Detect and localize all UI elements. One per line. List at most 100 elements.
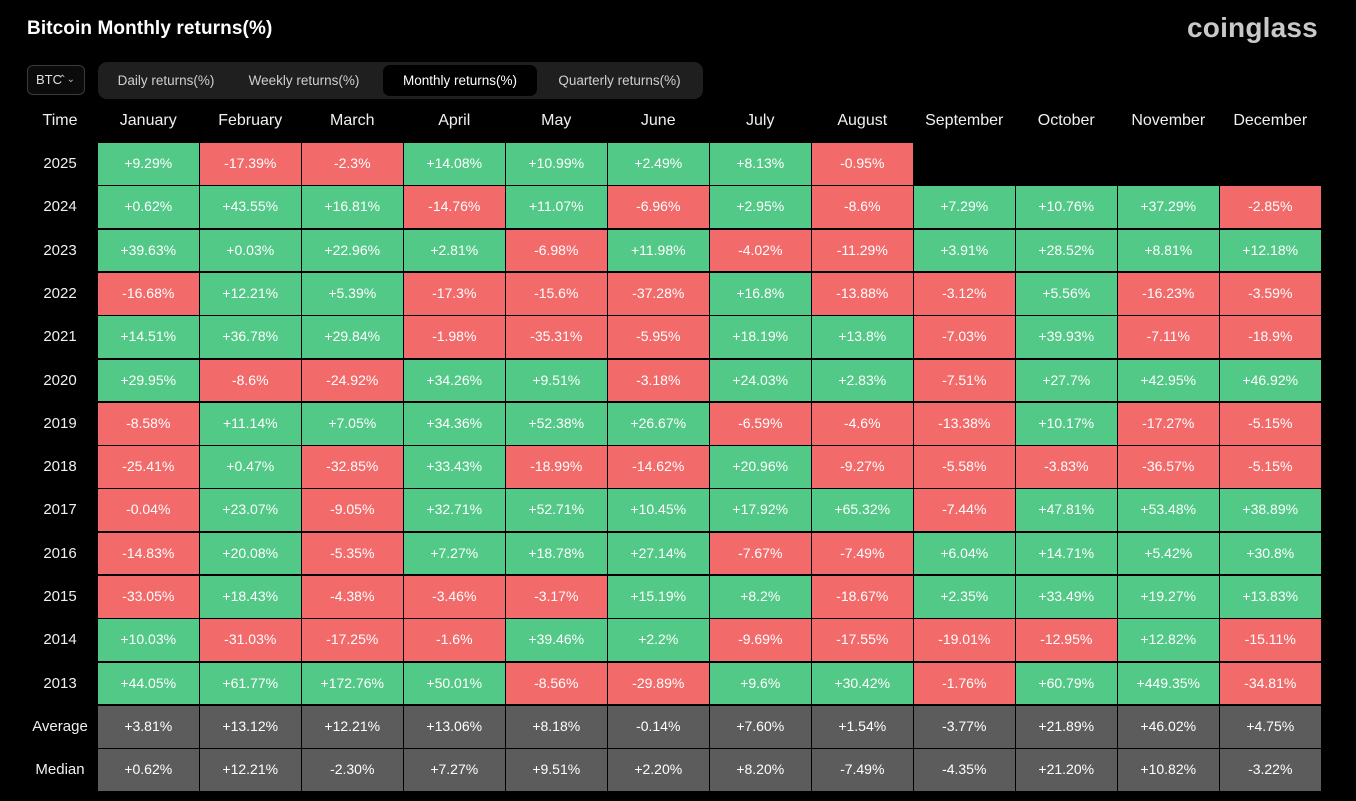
return-cell: -5.35% [302, 532, 403, 575]
return-cell: -4.6% [812, 402, 913, 445]
return-cell: +0.62% [98, 186, 199, 229]
summary-cell: +7.60% [710, 705, 811, 748]
year-label-2016: 2016 [43, 544, 77, 562]
return-cell: +18.43% [200, 576, 301, 618]
return-cell: -14.62% [608, 446, 709, 488]
return-cell: -0.04% [98, 489, 199, 532]
month-header-march: March [330, 112, 375, 129]
return-cell: +12.18% [1220, 229, 1321, 272]
return-cell: -9.69% [710, 619, 811, 662]
return-cell: +5.56% [1016, 272, 1117, 315]
return-cell: +10.99% [506, 143, 607, 185]
time-column-header: Time [42, 112, 78, 129]
return-cell: +34.26% [404, 359, 505, 402]
return-cell: +5.42% [1118, 532, 1219, 575]
summary-cell: -7.49% [812, 749, 913, 791]
summary-cell: +12.21% [302, 705, 403, 748]
return-cell: +50.01% [404, 662, 505, 705]
return-cell: -5.15% [1220, 402, 1321, 445]
month-header-november: November [1131, 112, 1206, 129]
return-cell: -4.38% [302, 576, 403, 618]
summary-cell: +2.20% [608, 749, 709, 791]
year-label-2021: 2021 [43, 328, 77, 346]
return-cell: -35.31% [506, 316, 607, 358]
tab-weekly-returns[interactable]: Weekly returns(%) [248, 73, 360, 88]
return-cell: +2.2% [608, 619, 709, 662]
summary-cell: +7.27% [404, 749, 505, 791]
summary-label-median: Median [35, 761, 85, 779]
return-cell: +39.63% [98, 229, 199, 272]
return-cell: -24.92% [302, 359, 403, 402]
return-cell: +29.95% [98, 359, 199, 402]
return-cell: +42.95% [1118, 359, 1219, 402]
return-cell: -33.05% [98, 576, 199, 618]
coin-select[interactable]: BTC ⌃⌄ [27, 65, 85, 95]
return-cell: +5.39% [302, 272, 403, 315]
summary-cell: +12.21% [200, 749, 301, 791]
year-label-2018: 2018 [43, 458, 77, 476]
summary-cell: -4.35% [914, 749, 1015, 791]
return-cell: -15.6% [506, 272, 607, 315]
month-header-july: July [746, 112, 775, 129]
return-cell: -18.9% [1220, 316, 1321, 358]
return-cell: -3.83% [1016, 446, 1117, 488]
tab-daily-returns[interactable]: Daily returns(%) [117, 73, 215, 88]
return-cell: -7.49% [812, 532, 913, 575]
year-label-2015: 2015 [43, 588, 77, 605]
return-cell: -7.44% [914, 489, 1015, 532]
summary-cell: +46.02% [1118, 705, 1219, 748]
return-cell: -2.85% [1220, 186, 1321, 229]
return-cell: +8.81% [1118, 229, 1219, 272]
return-cell: +28.52% [1016, 229, 1117, 272]
return-cell: +20.08% [200, 532, 301, 575]
return-cell: +30.8% [1220, 532, 1321, 575]
tab-monthly-returns[interactable]: Monthly returns(%) [383, 65, 537, 96]
return-cell: +7.05% [302, 402, 403, 445]
return-cell: +7.27% [404, 532, 505, 575]
return-cell: +8.13% [710, 143, 811, 185]
summary-cell: +21.20% [1016, 749, 1117, 791]
return-cell: -17.55% [812, 619, 913, 662]
summary-cell: -2.30% [302, 749, 403, 791]
return-cell: -6.96% [608, 186, 709, 229]
return-cell: -3.18% [608, 359, 709, 402]
return-cell: -1.76% [914, 662, 1015, 705]
return-cell: +43.55% [200, 186, 301, 229]
year-label-2017: 2017 [43, 501, 77, 519]
return-cell: -9.05% [302, 489, 403, 532]
return-cell: +52.71% [506, 489, 607, 532]
summary-cell: +13.06% [404, 705, 505, 748]
return-cell: -34.81% [1220, 662, 1321, 705]
page-title: Bitcoin Monthly returns(%) [27, 18, 273, 39]
return-cell: +14.08% [404, 143, 505, 185]
month-header-february: February [218, 112, 283, 129]
return-cell: -4.02% [710, 229, 811, 272]
year-label-2020: 2020 [43, 371, 77, 389]
return-cell: +53.48% [1118, 489, 1219, 532]
return-cell: -32.85% [302, 446, 403, 488]
tab-quarterly-returns[interactable]: Quarterly returns(%) [558, 73, 681, 88]
return-cell: +61.77% [200, 662, 301, 705]
coin-select-value: BTC [36, 72, 62, 87]
return-cell: -37.28% [608, 272, 709, 315]
return-cell: +2.83% [812, 359, 913, 402]
returns-tabs: Daily returns(%) Weekly returns(%) Month… [98, 62, 703, 99]
return-cell: +2.49% [608, 143, 709, 185]
year-label-2023: 2023 [43, 241, 77, 259]
return-cell: +29.84% [302, 316, 403, 358]
return-cell: -18.99% [506, 446, 607, 488]
summary-cell: -3.22% [1220, 749, 1321, 791]
summary-cell: +21.89% [1016, 705, 1117, 748]
return-cell: -7.51% [914, 359, 1015, 402]
return-cell: +22.96% [302, 229, 403, 272]
return-cell: +19.27% [1118, 576, 1219, 618]
summary-cell: +9.51% [506, 749, 607, 791]
summary-cell: +13.12% [200, 705, 301, 748]
return-cell: -16.68% [98, 272, 199, 315]
summary-cell: +8.20% [710, 749, 811, 791]
return-cell: -13.88% [812, 272, 913, 315]
return-cell: +13.8% [812, 316, 913, 358]
return-cell: +26.67% [608, 402, 709, 445]
return-cell: -6.98% [506, 229, 607, 272]
coinglass-logo[interactable]: coinglass [1187, 12, 1318, 43]
